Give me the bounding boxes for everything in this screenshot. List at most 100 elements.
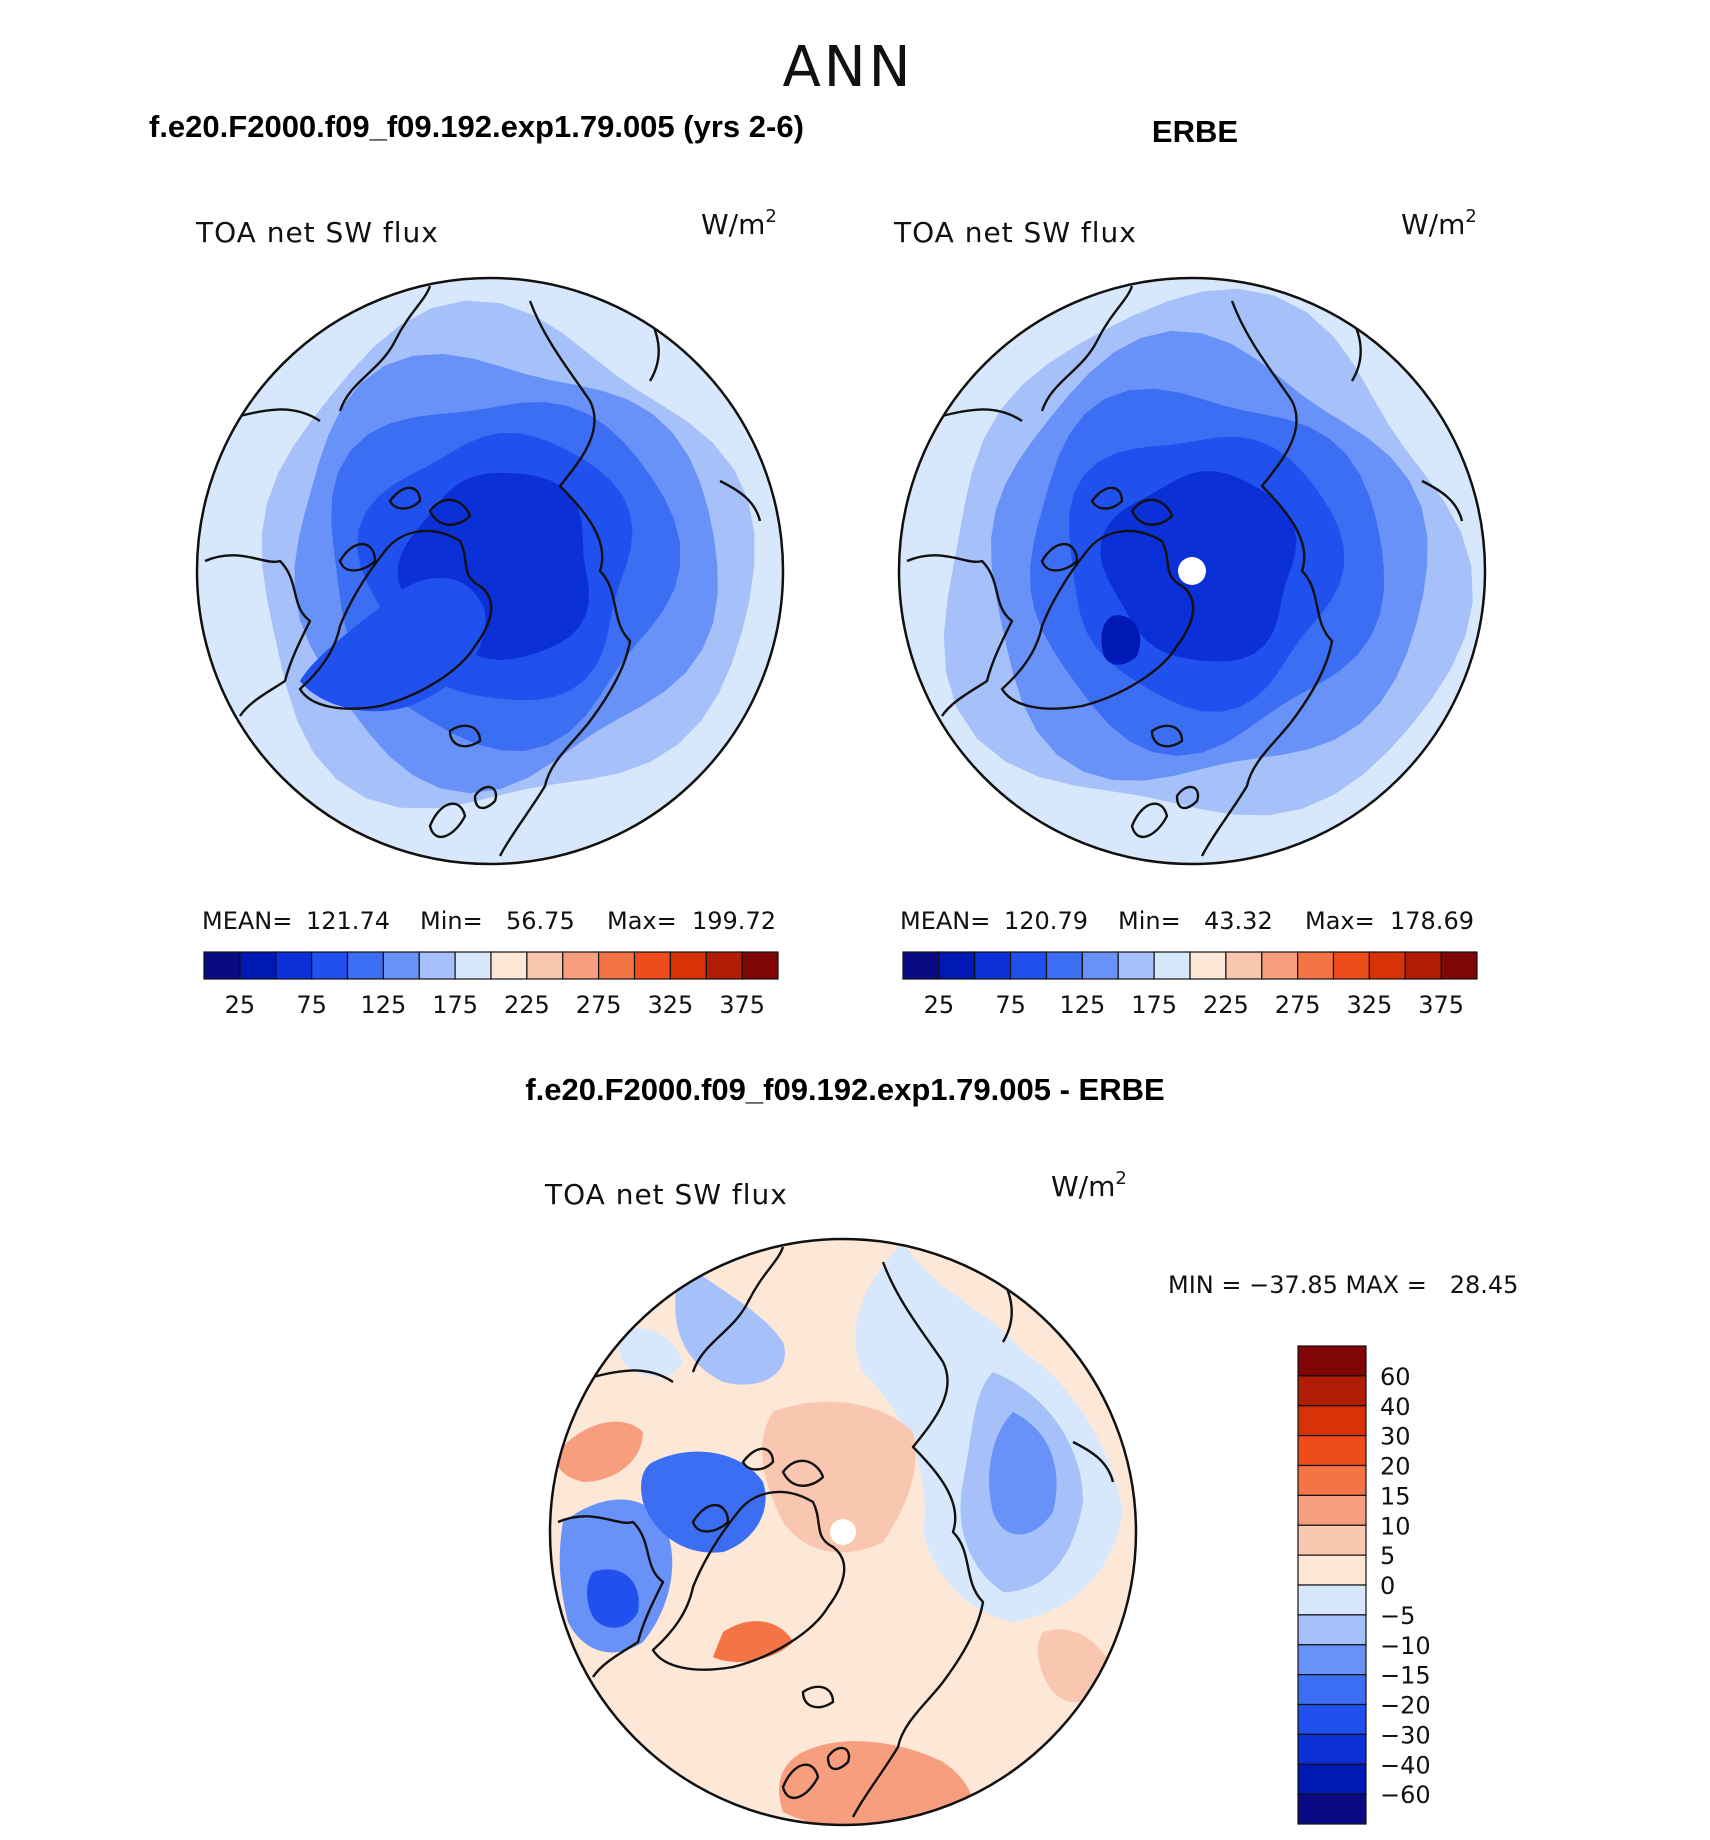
- model-colorbar: [203, 951, 779, 980]
- obs-map-border: [897, 276, 1487, 866]
- obs-colorbar-swatch-5: [1081, 951, 1119, 980]
- model-colorbar-swatch-11: [598, 951, 636, 980]
- model-max-value: 199.72: [692, 907, 776, 935]
- model-max-label: Max=: [607, 907, 677, 935]
- diff-colorbar-swatch-3: [1297, 1435, 1367, 1467]
- obs-colorbar-swatch-9: [1225, 951, 1263, 980]
- diff-colorbar-swatch-2: [1297, 1405, 1367, 1437]
- diff-minmax-text: MIN = −37.85 MAX = 28.45: [1168, 1271, 1518, 1299]
- diff-panel: TOA net SW flux W/m2 MIN = −37.85 MAX = …: [544, 1168, 1518, 1827]
- model-colorbar-swatch-9: [526, 951, 564, 980]
- obs-mean-value: 120.79: [1004, 907, 1088, 935]
- coastlines: [557, 1246, 1115, 1818]
- model-colorbar-swatch-13: [669, 951, 707, 980]
- obs-variable-label: TOA net SW flux: [893, 216, 1137, 249]
- model-min-label: Min=: [420, 907, 483, 935]
- obs-colorbar-tick-label: 125: [1059, 991, 1105, 1019]
- obs-max-value: 178.69: [1390, 907, 1474, 935]
- obs-colorbar-swatch-3: [1010, 951, 1048, 980]
- diff-colorbar-tick-label: 10: [1380, 1512, 1411, 1540]
- obs-max-label: Max=: [1305, 907, 1375, 935]
- obs-min-label: Min=: [1118, 907, 1181, 935]
- left-panel-title: f.e20.F2000.f09_f09.192.exp1.79.005 (yrs…: [149, 109, 804, 144]
- diff-region-pos-arctic: [762, 1401, 916, 1553]
- right-panel-title: ERBE: [1152, 114, 1238, 149]
- model-colorbar-swatch-7: [454, 951, 492, 980]
- diff-colorbar-swatch-10: [1297, 1644, 1367, 1676]
- diff-colorbar-swatch-9: [1297, 1614, 1367, 1646]
- obs-colorbar-tick-label: 25: [924, 991, 955, 1019]
- obs-colorbar-swatch-12: [1332, 951, 1370, 980]
- coastlines: [906, 285, 1464, 857]
- model-colorbar-swatch-4: [346, 951, 384, 980]
- model-colorbar-tick-label: 375: [719, 991, 765, 1019]
- model-units-label: W/m2: [701, 206, 777, 241]
- diff-colorbar-swatch-6: [1297, 1524, 1367, 1556]
- diff-colorbar-swatch-11: [1297, 1674, 1367, 1706]
- model-colorbar-swatch-0: [203, 951, 241, 980]
- obs-colorbar-tick-label: 325: [1346, 991, 1392, 1019]
- diff-colorbar-swatch-1: [1297, 1375, 1367, 1407]
- diff-colorbar-tick-label: −5: [1380, 1602, 1415, 1630]
- diff-colorbar-tick-label: −10: [1380, 1632, 1431, 1660]
- model-panel: TOA net SW flux W/m2 MEAN= 121.74 Min= 5…: [195, 206, 785, 1019]
- model-colorbar-tick-label: 125: [360, 991, 406, 1019]
- diff-colorbar-tick-label: −30: [1380, 1721, 1431, 1749]
- diff-colorbar-tick-label: 5: [1380, 1542, 1395, 1570]
- model-variable-label: TOA net SW flux: [195, 216, 439, 249]
- diff-units-label: W/m2: [1051, 1168, 1127, 1203]
- diff-colorbar-tick-label: 60: [1380, 1363, 1411, 1391]
- diff-colorbar-tick-label: −15: [1380, 1662, 1431, 1690]
- obs-colorbar-swatch-0: [902, 951, 940, 980]
- model-colorbar-swatch-2: [275, 951, 313, 980]
- model-min-value: 56.75: [506, 907, 575, 935]
- obs-panel: TOA net SW flux W/m2 MEAN= 120.79 Min= 4…: [893, 206, 1487, 1019]
- obs-colorbar-swatch-11: [1297, 951, 1335, 980]
- obs-colorbar-swatch-13: [1368, 951, 1406, 980]
- obs-pole-gap: [1178, 557, 1206, 585]
- diff-colorbar-swatch-7: [1297, 1554, 1367, 1586]
- model-colorbar-swatch-5: [382, 951, 420, 980]
- model-colorbar-tick-label: 325: [647, 991, 693, 1019]
- obs-colorbar-swatch-15: [1440, 951, 1478, 980]
- diff-polar-map: [548, 1237, 1138, 1827]
- diff-colorbar-tick-label: −60: [1380, 1781, 1431, 1809]
- diff-region-neg-atlantic: [613, 1328, 683, 1377]
- obs-colorbar-tick-label: 175: [1131, 991, 1177, 1019]
- obs-colorbar-swatch-14: [1404, 951, 1442, 980]
- obs-colorbar-swatch-6: [1117, 951, 1155, 980]
- diff-region-neg-pacific-3: [989, 1412, 1057, 1535]
- obs-colorbar-swatch-10: [1261, 951, 1299, 980]
- obs-colorbar-swatch-1: [938, 951, 976, 980]
- obs-min-value: 43.32: [1204, 907, 1273, 935]
- diff-colorbar-tick-label: 30: [1380, 1423, 1411, 1451]
- model-colorbar-swatch-1: [239, 951, 277, 980]
- diff-colorbar-swatch-15: [1297, 1793, 1367, 1825]
- diff-colorbar-tick-label: 0: [1380, 1572, 1395, 1600]
- obs-colorbar-tick-label: 225: [1203, 991, 1249, 1019]
- season-title: ANN: [782, 35, 913, 100]
- obs-colorbar-ticks: 25 75 125 175 225 275 325 375: [924, 991, 1464, 1019]
- diff-colorbar-tick-label: 40: [1380, 1393, 1411, 1421]
- diff-region-neg-archipelago: [641, 1451, 766, 1553]
- diff-variable-label: TOA net SW flux: [544, 1178, 788, 1211]
- diff-colorbar-swatch-12: [1297, 1703, 1367, 1735]
- diff-colorbar-tick-label: 20: [1380, 1453, 1411, 1481]
- model-colorbar-swatch-8: [490, 951, 528, 980]
- diff-colorbar-tick-label: −20: [1380, 1692, 1431, 1720]
- diff-region-pos-west: [556, 1421, 643, 1482]
- diff-colorbar-tick-label: 15: [1380, 1482, 1411, 1510]
- model-colorbar-tick-label: 75: [296, 991, 327, 1019]
- model-colorbar-swatch-15: [741, 951, 779, 980]
- greenland-low: [1101, 615, 1141, 665]
- obs-colorbar-swatch-2: [974, 951, 1012, 980]
- model-colorbar-tick-label: 175: [432, 991, 478, 1019]
- obs-colorbar-tick-label: 75: [995, 991, 1026, 1019]
- model-colorbar-swatch-12: [633, 951, 671, 980]
- model-map-border: [195, 276, 785, 866]
- obs-polar-map: [897, 276, 1487, 866]
- obs-colorbar: [902, 951, 1478, 980]
- obs-units-label: W/m2: [1401, 206, 1477, 241]
